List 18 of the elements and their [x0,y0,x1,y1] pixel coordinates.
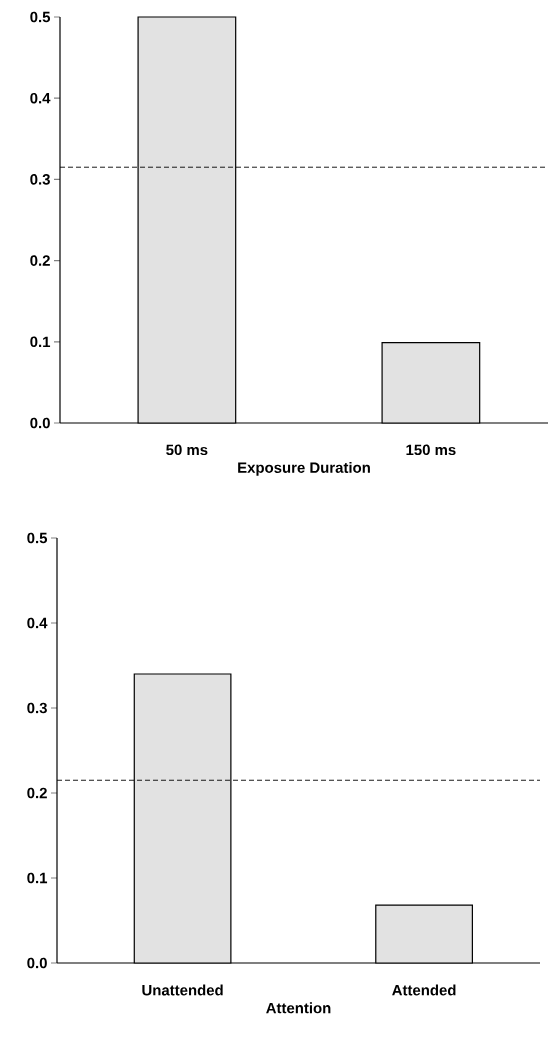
x-axis-title: Attention [266,1002,331,1014]
y-tick-label: 0.0 [30,417,50,429]
y-tick-label: 0.2 [30,255,50,266]
x-tick-label: 150 ms [406,444,456,456]
x-tick-label: Attended [392,984,456,996]
y-tick-label: 0.1 [30,336,51,348]
y-tick-label: 0.4 [27,617,48,629]
y-tick-label: 0.3 [30,174,50,185]
x-axis-title: Exposure Duration [238,461,370,476]
x-tick-label: 50 ms [166,444,208,456]
y-tick-label: 0.0 [27,957,47,969]
x-tick-label: Unattended [142,984,223,996]
y-tick-label: 0.3 [27,702,47,714]
y-tick-label: 0.4 [30,92,51,104]
y-tick-label: 0.1 [27,872,48,884]
y-tick-label: 0.5 [30,11,51,23]
y-tick-label: 0.2 [27,787,47,799]
y-tick-label: 0.5 [27,532,48,544]
